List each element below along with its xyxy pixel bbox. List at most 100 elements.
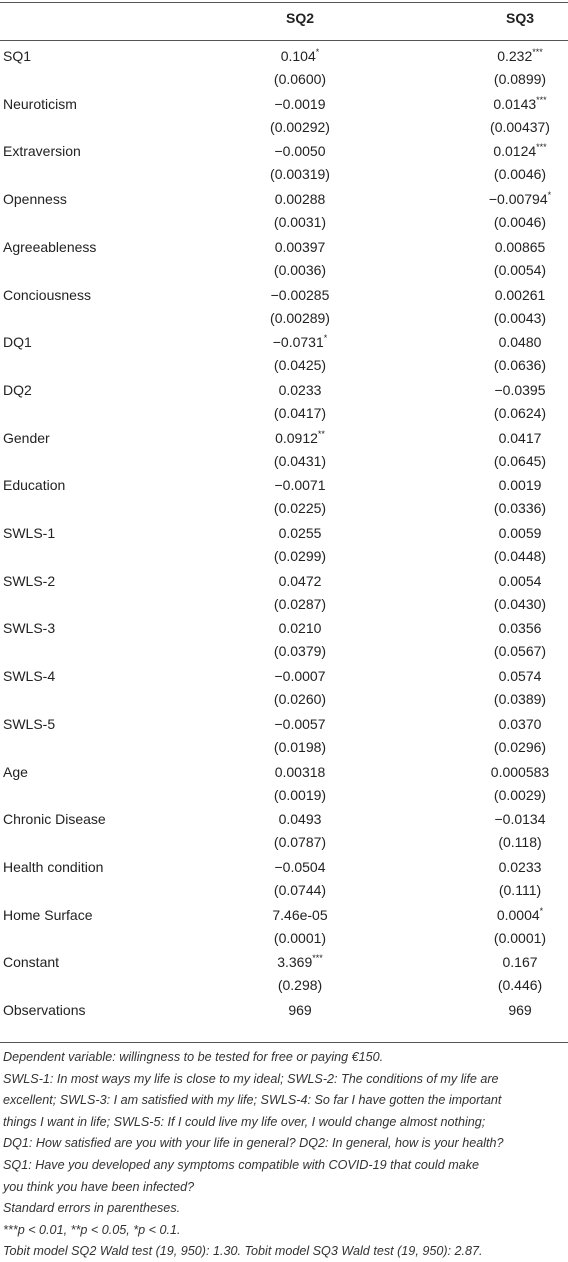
row-label: Observations	[3, 1002, 86, 1018]
standard-error: (0.0046)	[493, 166, 547, 183]
standard-error: (0.0054)	[493, 261, 547, 278]
standard-error: (0.0019)	[273, 786, 327, 803]
coefficient: 0.00397	[275, 236, 326, 259]
standard-error: (0.00289)	[270, 309, 330, 326]
note: Standard errors in parentheses.	[3, 1201, 181, 1216]
coefficient: 0.00288	[275, 188, 326, 211]
coefficient: 0.0210	[279, 617, 322, 640]
coefficient: 0.0054	[499, 570, 542, 593]
coef-value: 0.0143	[493, 95, 537, 112]
coef-value: 0.0233	[498, 858, 542, 875]
standard-error: (0.0260)	[273, 691, 327, 708]
standard-error: (0.0636)	[493, 357, 547, 374]
coefficient: 969	[508, 999, 531, 1022]
coefficient: −0.0057	[275, 713, 326, 736]
significance-stars: *	[315, 47, 320, 57]
row-label: Chronic Disease	[3, 811, 106, 828]
row-label: Agreeableness	[3, 238, 97, 255]
coefficient: 0.104*	[281, 45, 320, 68]
row-label: SQ1	[3, 48, 32, 64]
coef-value: 0.167	[502, 954, 538, 971]
coefficient: 0.0912**	[275, 427, 325, 450]
coef-value: −0.0019	[274, 95, 326, 112]
coefficient: 0.0143***	[493, 93, 546, 116]
note: things I want in life; SWLS-5: If I coul…	[3, 1114, 486, 1129]
coefficient: 0.0493	[279, 808, 322, 831]
coefficient: −0.00285	[271, 284, 330, 307]
note: SWLS-1: In most ways my life is close to…	[3, 1071, 499, 1086]
standard-error: (0.0430)	[493, 595, 547, 612]
standard-error: (0.0417)	[273, 404, 327, 421]
coefficient: 969	[288, 999, 311, 1022]
row-label: Neuroticism	[3, 95, 77, 112]
row-label: DQ2	[3, 381, 32, 398]
row-label: SWLS-1	[3, 525, 56, 541]
coef-value: 0.0370	[498, 715, 542, 732]
row-label: Gender	[3, 429, 50, 446]
row-label: SWLS-5	[3, 715, 56, 732]
coef-value: 0.104	[280, 48, 316, 64]
rule	[0, 40, 568, 41]
row-label: Openness	[3, 191, 67, 208]
coefficient: 0.00865	[495, 236, 546, 259]
row-label: SWLS-2	[3, 572, 56, 589]
coefficient: −0.0504	[275, 856, 326, 879]
coefficient: −0.0071	[275, 474, 326, 497]
coef-value: −0.0050	[274, 143, 326, 160]
standard-error: (0.0299)	[273, 548, 327, 564]
coefficient: −0.0050	[275, 140, 326, 163]
coef-value: −0.0057	[274, 715, 326, 732]
standard-error: (0.0600)	[273, 71, 327, 87]
note: DQ1: How satisfied are you with your lif…	[3, 1136, 504, 1151]
significance-stars: **	[317, 428, 325, 439]
coef-value: 0.00261	[494, 286, 546, 303]
coef-value: 0.000583	[490, 763, 550, 780]
rule	[0, 1042, 568, 1043]
coef-value: −0.00285	[270, 286, 330, 303]
coef-value: −0.0134	[494, 811, 546, 828]
note: SQ1: Have you developed any symptoms com…	[3, 1158, 479, 1172]
coef-value: 0.0233	[278, 381, 322, 398]
row-label: Health condition	[3, 858, 104, 875]
coef-value: −0.0071	[274, 477, 326, 494]
coef-value: 0.0417	[498, 429, 542, 446]
coef-value: 0.0054	[498, 572, 542, 589]
row-label: Conciousness	[3, 286, 91, 303]
standard-error: (0.0431)	[273, 452, 327, 469]
standard-error: (0.0043)	[493, 309, 547, 326]
row-label: Extraversion	[3, 143, 81, 160]
standard-error: (0.0787)	[273, 834, 327, 851]
coefficient: 3.369***	[277, 951, 323, 974]
coefficient: 0.0059	[499, 522, 542, 545]
standard-error: (0.0225)	[273, 500, 327, 517]
column-header: SQ3	[505, 10, 535, 26]
standard-error: (0.0448)	[493, 548, 547, 564]
coefficient: 0.0480	[499, 331, 542, 354]
coef-value: 0.232	[497, 48, 533, 64]
coefficient: −0.0395	[495, 379, 546, 402]
coef-value: 0.0480	[498, 334, 542, 351]
coef-value: 0.0255	[278, 525, 322, 541]
row-label: DQ1	[3, 334, 32, 351]
row-label: SWLS-3	[3, 620, 56, 637]
standard-error: (0.0296)	[493, 738, 547, 755]
significance-stars: ***	[536, 94, 547, 105]
standard-error: (0.0389)	[493, 691, 547, 708]
column-header: SQ2	[285, 10, 315, 26]
significance-stars: *	[323, 333, 328, 344]
coefficient: 0.0255	[279, 522, 322, 545]
coef-value: 0.00397	[274, 238, 326, 255]
standard-error: (0.0379)	[273, 643, 327, 660]
standard-error: (0.0031)	[273, 214, 327, 231]
standard-error: (0.00319)	[270, 166, 330, 183]
coefficient: 0.0574	[499, 665, 542, 688]
coefficient: −0.0019	[275, 93, 326, 116]
coef-value: −0.00794	[488, 191, 548, 208]
coef-value: 3.369	[277, 954, 313, 971]
standard-error: (0.0001)	[493, 929, 547, 946]
coefficient: −0.0007	[275, 665, 326, 688]
significance-stars: ***	[536, 142, 547, 153]
significance-stars: *	[539, 905, 544, 916]
coef-value: 969	[508, 1002, 532, 1018]
